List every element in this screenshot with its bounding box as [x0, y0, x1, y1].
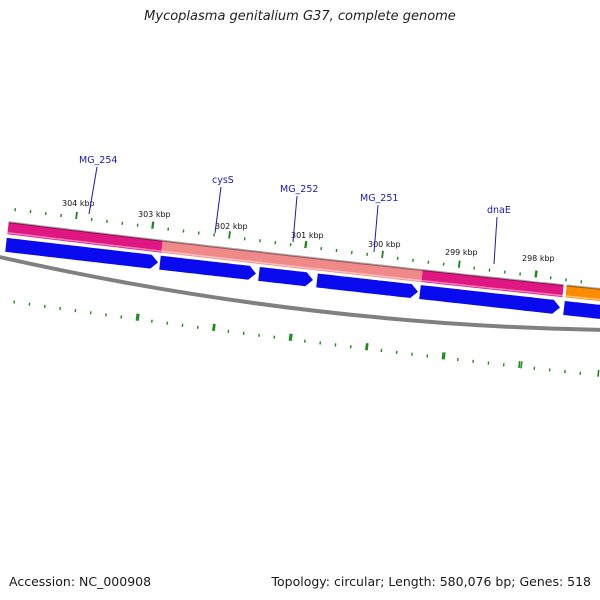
- tick-label: 302 kbp: [215, 222, 248, 231]
- tick-label-group: 304 kbp 303 kbp 302 kbp 301 kbp 300 kbp 299 k…: [62, 199, 555, 263]
- gene-label-mg-254[interactable]: MG_254: [79, 155, 117, 215]
- tick-label: 301 kbp: [291, 231, 324, 240]
- gene-label-text: MG_252: [280, 184, 318, 195]
- major-tick: [228, 231, 231, 239]
- gene-leader-line: [88, 166, 98, 215]
- backbone-arc: [0, 255, 600, 332]
- gene-label-text: MG_251: [360, 193, 398, 204]
- feature-orange-1: [565, 284, 600, 301]
- forward-cds-arrow: [5, 237, 159, 269]
- major-tick: [520, 361, 523, 369]
- feature-track: [7, 221, 600, 301]
- forward-cds-arrow: [419, 285, 560, 314]
- tick-label: 304 kbp: [62, 199, 95, 208]
- forward-cds-track: [5, 237, 600, 319]
- gene-label-text: MG_254: [79, 155, 117, 166]
- major-tick: [518, 361, 521, 369]
- major-tick: [458, 260, 461, 268]
- major-tick: [304, 240, 307, 249]
- inner-tick-marks: [13, 300, 600, 377]
- major-tick: [597, 369, 600, 377]
- gene-label-text: cysS: [212, 175, 234, 186]
- feature-salmon-3: [317, 257, 423, 282]
- forward-cds-arrow: [563, 301, 600, 319]
- gene-leader-line: [493, 216, 498, 265]
- gene-leader-line: [292, 195, 298, 243]
- major-tick: [535, 270, 538, 278]
- major-tick: [441, 352, 444, 360]
- feature-salmon-1: [161, 239, 263, 265]
- major-tick: [534, 270, 537, 278]
- forward-cds-arrow: [258, 267, 313, 287]
- major-tick: [288, 333, 292, 341]
- major-tick: [366, 343, 369, 351]
- accession-text: Accession: NC_000908: [9, 574, 152, 589]
- major-tick: [151, 221, 154, 229]
- gene-label-dnae[interactable]: dnaE: [487, 205, 511, 265]
- major-tick: [290, 333, 293, 342]
- tick-label: 303 kbp: [138, 210, 171, 219]
- major-tick: [212, 323, 215, 331]
- tick-label: 298 kbp: [522, 254, 555, 263]
- map-title: Mycoplasma genitalium G37, complete geno…: [144, 9, 456, 24]
- gene-label-mg-252[interactable]: MG_252: [280, 184, 318, 243]
- gene-leader-line: [373, 204, 379, 253]
- genome-backbone: [0, 255, 600, 332]
- gene-label-text: dnaE: [487, 205, 511, 216]
- major-tick: [75, 211, 78, 220]
- tick-label: 299 kbp: [445, 248, 478, 257]
- gene-leader-line: [214, 186, 222, 234]
- genome-stats-text: Topology: circular; Length: 580,076 bp; …: [271, 574, 592, 589]
- feature-salmon-2: [261, 251, 319, 271]
- major-tick: [213, 323, 216, 332]
- major-tick: [365, 343, 368, 351]
- feature-magenta-1: [7, 221, 163, 253]
- forward-cds-arrow: [159, 255, 256, 280]
- gene-label-mg-251[interactable]: MG_251: [360, 193, 398, 253]
- gene-label-cyss[interactable]: cysS: [212, 175, 234, 234]
- major-tick: [443, 352, 446, 360]
- feature-magenta-2: [421, 269, 564, 298]
- forward-cds-arrow: [316, 273, 418, 298]
- tick-label: 300 kbp: [368, 240, 401, 249]
- major-tick: [137, 313, 140, 321]
- gene-label-group: MG_254 cysS MG_252 MG_251 dnaE: [79, 155, 511, 265]
- outer-tick-marks: [14, 208, 583, 284]
- major-tick: [135, 313, 139, 321]
- major-tick: [381, 250, 384, 258]
